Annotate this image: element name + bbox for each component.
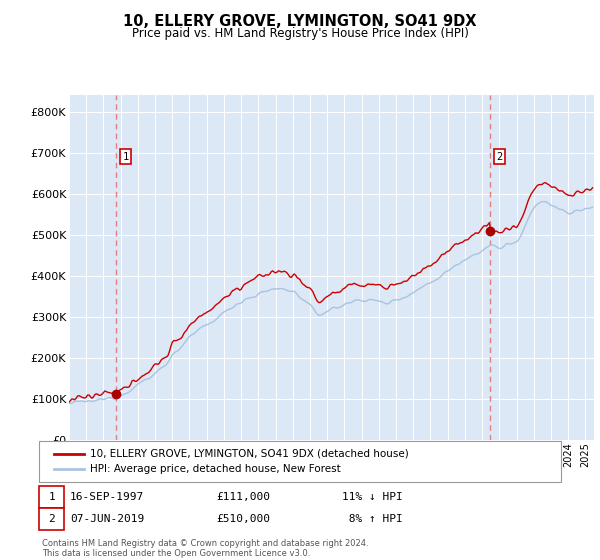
Text: 1: 1 [48, 492, 55, 502]
Text: 8% ↑ HPI: 8% ↑ HPI [342, 514, 403, 524]
Text: £111,000: £111,000 [216, 492, 270, 502]
Text: 07-JUN-2019: 07-JUN-2019 [70, 514, 145, 524]
Text: Contains HM Land Registry data © Crown copyright and database right 2024.
This d: Contains HM Land Registry data © Crown c… [42, 539, 368, 558]
Text: 2: 2 [48, 514, 55, 524]
Text: £510,000: £510,000 [216, 514, 270, 524]
Text: 10, ELLERY GROVE, LYMINGTON, SO41 9DX: 10, ELLERY GROVE, LYMINGTON, SO41 9DX [123, 14, 477, 29]
Text: 16-SEP-1997: 16-SEP-1997 [70, 492, 145, 502]
Text: 10, ELLERY GROVE, LYMINGTON, SO41 9DX (detached house): 10, ELLERY GROVE, LYMINGTON, SO41 9DX (d… [90, 449, 409, 459]
Text: Price paid vs. HM Land Registry's House Price Index (HPI): Price paid vs. HM Land Registry's House … [131, 27, 469, 40]
Text: HPI: Average price, detached house, New Forest: HPI: Average price, detached house, New … [90, 464, 341, 474]
Text: 1: 1 [122, 152, 129, 162]
Text: 11% ↓ HPI: 11% ↓ HPI [342, 492, 403, 502]
Text: 2: 2 [496, 152, 503, 162]
